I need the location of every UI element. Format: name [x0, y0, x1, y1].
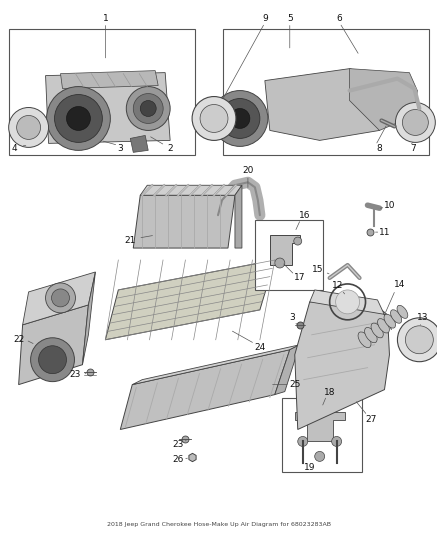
Circle shape — [39, 346, 67, 374]
Text: 20: 20 — [242, 166, 254, 175]
Text: 26: 26 — [173, 455, 184, 464]
Circle shape — [17, 116, 41, 140]
Circle shape — [332, 437, 342, 447]
Circle shape — [52, 289, 70, 307]
Text: 17: 17 — [294, 273, 305, 282]
Polygon shape — [140, 185, 242, 195]
Text: 14: 14 — [394, 280, 405, 289]
Circle shape — [336, 290, 360, 314]
Text: 27: 27 — [366, 415, 377, 424]
Polygon shape — [106, 260, 275, 340]
Circle shape — [126, 86, 170, 131]
Ellipse shape — [378, 319, 389, 333]
Circle shape — [46, 283, 75, 313]
Circle shape — [403, 109, 428, 135]
Polygon shape — [350, 69, 417, 131]
Polygon shape — [235, 185, 242, 248]
Text: 1: 1 — [102, 14, 108, 23]
Circle shape — [133, 94, 163, 124]
Text: 12: 12 — [332, 281, 343, 290]
Ellipse shape — [391, 310, 402, 323]
Polygon shape — [130, 135, 148, 152]
Bar — [282, 398, 361, 472]
Text: 9: 9 — [262, 14, 268, 23]
Text: 23: 23 — [70, 370, 81, 379]
Ellipse shape — [371, 323, 383, 338]
Circle shape — [140, 101, 156, 117]
Ellipse shape — [397, 305, 408, 318]
Text: 23: 23 — [173, 440, 184, 449]
Polygon shape — [60, 71, 158, 88]
Bar — [223, 29, 429, 155]
Ellipse shape — [384, 314, 396, 328]
Circle shape — [396, 102, 435, 142]
Circle shape — [9, 108, 49, 148]
Text: 21: 21 — [124, 236, 136, 245]
Text: 11: 11 — [379, 228, 390, 237]
Polygon shape — [270, 235, 300, 265]
Polygon shape — [265, 69, 395, 140]
Text: 18: 18 — [324, 388, 336, 397]
Bar — [9, 29, 195, 155]
Polygon shape — [23, 272, 95, 325]
Text: 13: 13 — [417, 313, 428, 322]
Text: 15: 15 — [312, 265, 323, 274]
Polygon shape — [82, 272, 95, 365]
Circle shape — [200, 104, 228, 132]
Polygon shape — [120, 350, 290, 430]
Circle shape — [46, 86, 110, 150]
Polygon shape — [133, 195, 235, 248]
Ellipse shape — [364, 327, 377, 343]
Circle shape — [31, 338, 74, 382]
Circle shape — [230, 109, 250, 128]
Circle shape — [67, 107, 90, 131]
Circle shape — [314, 451, 325, 462]
Polygon shape — [295, 300, 389, 430]
Circle shape — [406, 326, 433, 354]
Text: 2018 Jeep Grand Cherokee Hose-Make Up Air Diagram for 68023283AB: 2018 Jeep Grand Cherokee Hose-Make Up Ai… — [107, 522, 331, 527]
Polygon shape — [46, 72, 170, 143]
Polygon shape — [310, 290, 392, 330]
Circle shape — [54, 94, 102, 142]
Text: 5: 5 — [287, 14, 293, 23]
Polygon shape — [275, 345, 300, 394]
Circle shape — [220, 99, 260, 139]
Polygon shape — [19, 305, 88, 385]
Text: 8: 8 — [377, 144, 382, 153]
Polygon shape — [132, 345, 300, 385]
Ellipse shape — [358, 332, 371, 348]
Text: 10: 10 — [384, 201, 395, 209]
Text: 4: 4 — [12, 144, 18, 153]
Text: 6: 6 — [337, 14, 343, 23]
Circle shape — [192, 96, 236, 140]
Text: 2: 2 — [167, 144, 173, 153]
Circle shape — [294, 237, 302, 245]
Text: 3: 3 — [117, 144, 123, 153]
Bar — [255, 220, 323, 290]
Polygon shape — [295, 411, 345, 441]
Text: 24: 24 — [254, 343, 265, 352]
Circle shape — [275, 258, 285, 268]
Text: 25: 25 — [289, 380, 300, 389]
Text: 3: 3 — [289, 313, 295, 322]
Text: 7: 7 — [410, 144, 416, 153]
Text: 16: 16 — [299, 211, 311, 220]
Circle shape — [212, 91, 268, 147]
Circle shape — [397, 318, 438, 362]
Text: 19: 19 — [304, 463, 315, 472]
Text: 22: 22 — [13, 335, 24, 344]
Circle shape — [298, 437, 308, 447]
